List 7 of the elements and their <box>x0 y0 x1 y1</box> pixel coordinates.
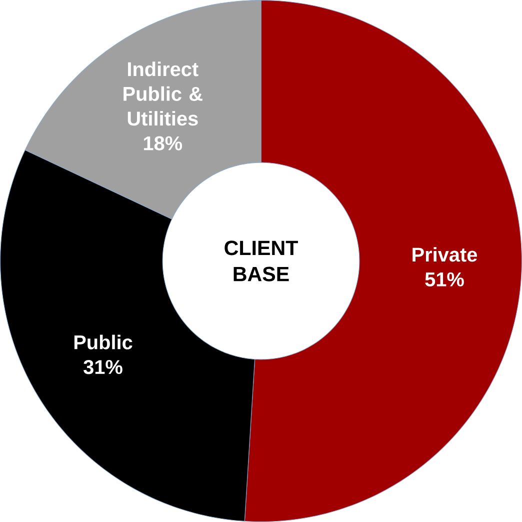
data-label: 18% <box>144 136 182 150</box>
text: CLIENT BASE <box>224 240 298 282</box>
slice-label: Private <box>412 247 478 262</box>
data-label: 51% <box>425 272 464 286</box>
slice-label: Indirect Public & Utilities <box>124 62 202 126</box>
slice-label: Public <box>74 334 132 350</box>
data-label: 31% <box>84 360 122 374</box>
